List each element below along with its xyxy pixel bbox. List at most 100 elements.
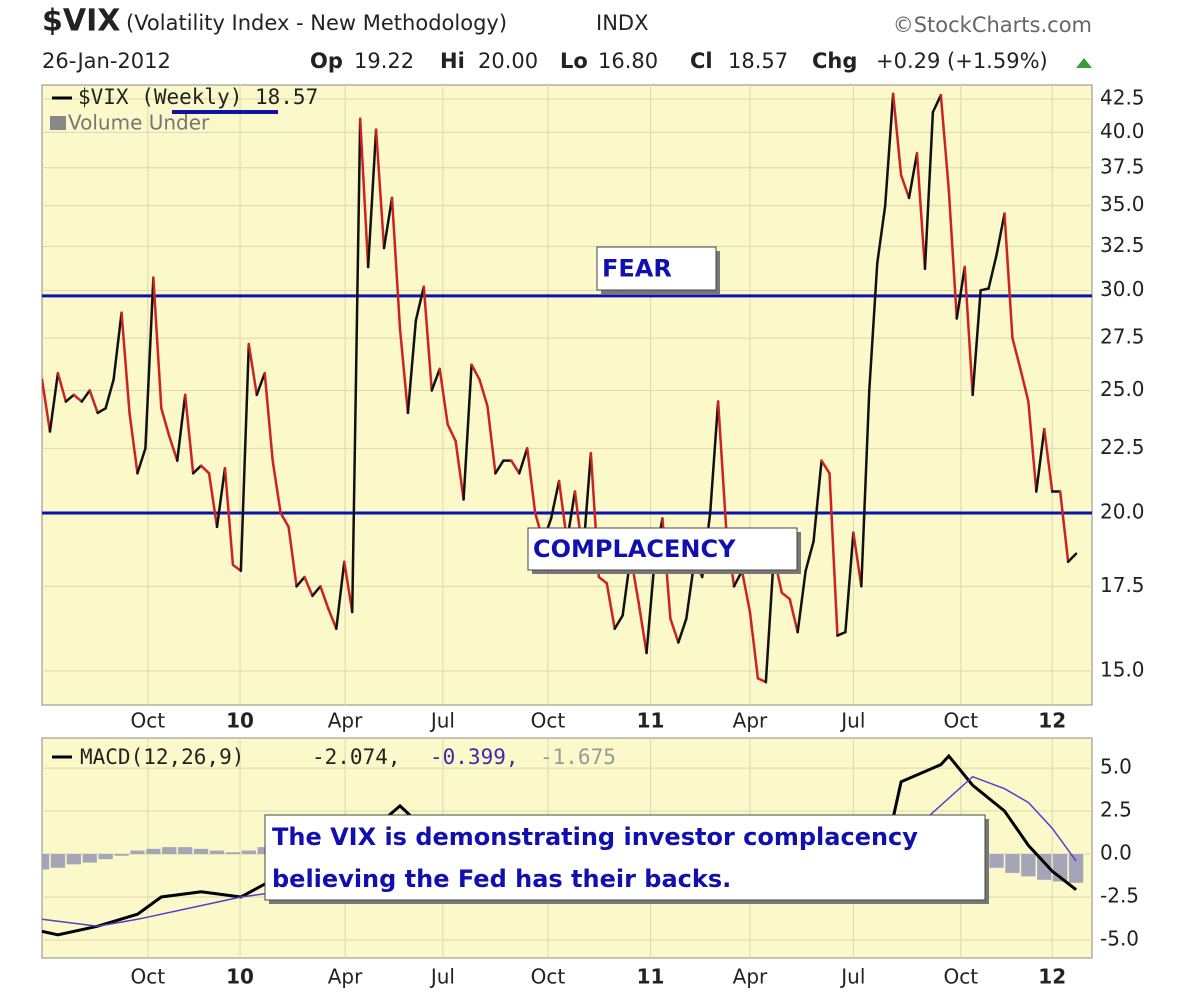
price-segment — [207, 472, 219, 529]
legend-entry: -2.074, — [312, 745, 401, 769]
price-segment — [597, 575, 609, 585]
price-segment — [1035, 427, 1046, 493]
price-segment — [1043, 427, 1054, 493]
y-tick-label: 0.0 — [1100, 841, 1132, 865]
exchange: INDX — [596, 11, 648, 35]
price-segment — [1019, 367, 1030, 403]
y-tick-label: 5.0 — [1100, 755, 1132, 779]
price-segment — [470, 363, 481, 381]
price-segment — [748, 610, 760, 680]
price-segment — [605, 581, 616, 630]
x-tick-label: 11 — [637, 709, 665, 733]
price-segment — [168, 435, 179, 462]
x-tick-label: 10 — [226, 965, 254, 989]
price-segment — [510, 459, 521, 475]
price-segment — [518, 447, 529, 475]
price-segment — [295, 575, 306, 588]
quote-name: Lo — [560, 49, 588, 73]
price-segment — [971, 289, 982, 397]
price-segment — [875, 204, 887, 265]
chart-title: $VIX — [42, 4, 120, 39]
histogram-bar — [193, 848, 209, 855]
price-segment — [883, 92, 895, 207]
histogram-bar — [241, 850, 256, 855]
x-tick-label: 11 — [637, 965, 665, 989]
legend-entry: $VIX (Weekly) 18.57 — [78, 85, 318, 109]
price-segment — [462, 363, 473, 501]
price-segment — [390, 196, 402, 330]
y-tick-label: 2.5 — [1100, 798, 1132, 822]
x-tick-label: Apr — [733, 965, 768, 989]
price-segment — [486, 404, 497, 475]
price-segment — [335, 560, 346, 630]
price-segment — [398, 326, 410, 415]
price-segment — [96, 407, 107, 415]
price-segment — [88, 389, 99, 415]
quote-value: 16.80 — [598, 49, 658, 73]
price-segment — [327, 607, 338, 630]
quote-value: 19.22 — [354, 49, 414, 73]
price-segment — [891, 92, 903, 177]
price-segment — [716, 400, 728, 529]
price-segment — [907, 152, 919, 200]
legend-entry: -0.399, — [430, 745, 519, 769]
x-tick-label: Apr — [328, 965, 363, 989]
x-tick-label: Oct — [943, 709, 978, 733]
price-segment — [199, 464, 211, 475]
price-segment — [796, 569, 807, 634]
y-tick-label: 30.0 — [1100, 277, 1145, 301]
annotation-box — [264, 814, 986, 901]
price-segment — [939, 93, 951, 192]
price-segment — [525, 447, 537, 515]
price-segment — [836, 630, 847, 637]
plot-content — [42, 92, 1092, 684]
histogram-bar — [114, 854, 129, 856]
histogram-bar — [50, 854, 66, 868]
y-tick-label: -5.0 — [1100, 926, 1139, 950]
x-tick-label: Jul — [429, 965, 455, 989]
price-segment — [669, 617, 680, 644]
price-segment — [740, 569, 752, 614]
price-segment — [191, 464, 203, 475]
y-tick-label: 37.5 — [1100, 154, 1145, 178]
x-tick-label: Oct — [531, 965, 566, 989]
price-segment — [430, 367, 441, 392]
price-segment — [756, 677, 768, 684]
quote-value: 18.57 — [728, 49, 788, 73]
histogram-bar — [42, 854, 50, 870]
price-segment — [828, 472, 839, 637]
price-segment — [788, 597, 799, 634]
price-segment — [239, 342, 251, 573]
price-segment — [868, 262, 879, 392]
macd-panel: Oct 10 Apr Jul Oct 11 Apr Jul Oct 12 -5.0 -2.5 0.0 2.… — [41, 737, 1139, 989]
x-tick-label: 12 — [1038, 709, 1066, 733]
price-segment — [979, 287, 990, 292]
quote-name: Hi — [440, 49, 465, 73]
price-segment — [160, 407, 171, 438]
y-tick-label: 27.5 — [1100, 325, 1145, 349]
price-segment — [263, 371, 274, 462]
y-tick-label: 35.0 — [1100, 192, 1145, 216]
price-segment — [1027, 400, 1038, 493]
histogram-bar — [66, 854, 81, 865]
x-tick-label: Apr — [328, 709, 363, 733]
price-segment — [438, 367, 449, 426]
legend-entry: MACD(12,26,9) — [80, 745, 244, 769]
histogram-bar — [225, 852, 241, 855]
price-segment — [343, 560, 354, 614]
x-tick-label: Oct — [130, 965, 165, 989]
histogram-bar — [146, 848, 161, 855]
histogram-bar — [98, 854, 113, 860]
price-segment — [374, 128, 386, 250]
price-segment — [358, 117, 370, 269]
price-segment — [136, 447, 147, 475]
subtitle: (Volatility Index - New Methodology) — [126, 11, 507, 35]
price-segment — [923, 110, 935, 271]
price-segment — [64, 393, 76, 403]
price-segment — [764, 554, 776, 684]
price-segment — [478, 378, 489, 408]
price-segment — [812, 459, 823, 543]
price-segment — [931, 93, 943, 114]
price-segment — [708, 400, 720, 515]
